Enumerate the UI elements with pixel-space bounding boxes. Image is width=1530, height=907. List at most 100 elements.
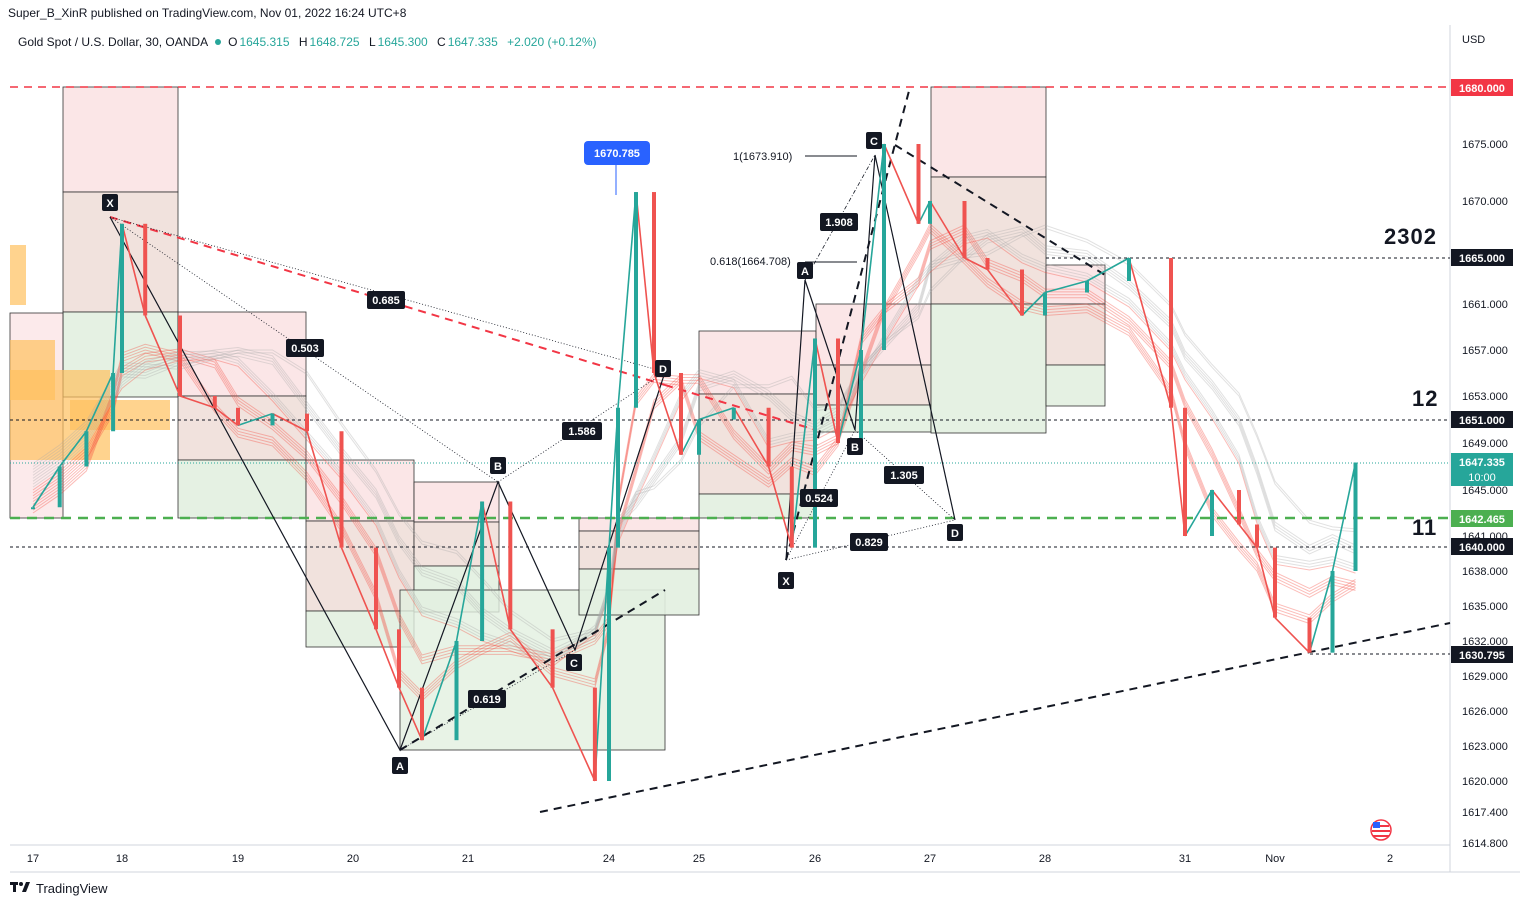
tag-countdown: 10:00 <box>1468 472 1496 484</box>
price-segment <box>837 349 862 444</box>
price-segment <box>733 407 770 467</box>
candle <box>1255 524 1259 548</box>
price-segment <box>814 338 839 444</box>
price-segment <box>1021 291 1046 317</box>
change-value: +2.020 (+0.12%) <box>507 35 597 49</box>
low-value: 1645.300 <box>377 35 428 49</box>
x-tick-label: 21 <box>462 853 474 865</box>
candle <box>111 373 116 432</box>
tag-1642: 1642.465 <box>1459 514 1505 526</box>
open-label: O <box>228 35 238 49</box>
high-callout: 1670.785 <box>584 141 650 195</box>
candle <box>178 315 182 396</box>
price-segment <box>635 191 655 374</box>
candle <box>120 223 124 373</box>
x-tick-label: 28 <box>1039 853 1051 865</box>
candle <box>1043 292 1047 316</box>
tag-1640: 1640.000 <box>1459 542 1505 554</box>
price-segment <box>1211 489 1240 525</box>
y-tick-label: 1638.000 <box>1462 566 1508 578</box>
candle <box>84 431 89 467</box>
ribbon-line <box>32 224 1356 640</box>
candle <box>1210 490 1214 536</box>
fib-label-618: 0.618(1664.708) <box>710 256 791 268</box>
ribbon-line <box>32 229 1356 662</box>
price-segment <box>421 640 458 741</box>
ribbon-line <box>32 231 1356 661</box>
price-segment <box>509 628 554 689</box>
y-tick-label: 1657.000 <box>1462 345 1508 357</box>
red-trendline-ext <box>664 384 817 431</box>
x-tick-label: 24 <box>603 853 615 865</box>
box-green-8 <box>815 404 932 433</box>
box-brown-10 <box>1045 303 1106 366</box>
currency-label: USD <box>1462 34 1486 46</box>
price-segment <box>1238 524 1258 549</box>
box-green-3 <box>305 610 415 648</box>
ribbon-line <box>32 231 1356 702</box>
candle <box>813 338 817 548</box>
ribbon-line <box>32 225 1356 650</box>
candle <box>1330 571 1335 653</box>
publish-line: Super_B_XinR published on TradingView.co… <box>8 6 407 20</box>
candle <box>928 201 932 224</box>
candle <box>731 407 736 420</box>
price-segment <box>791 338 816 548</box>
price-segment <box>144 315 181 397</box>
price-segment <box>860 143 885 351</box>
candle <box>766 407 771 467</box>
price-segment <box>680 419 700 456</box>
y-tick-label: 1614.800 <box>1462 838 1508 850</box>
trendlines <box>109 86 1451 813</box>
red-trendline <box>109 216 666 386</box>
price-segment <box>481 501 512 630</box>
close-value: 1647.335 <box>447 35 498 49</box>
box-pink-6 <box>578 517 700 532</box>
ribbon-line <box>32 231 1356 656</box>
candle <box>789 466 794 548</box>
price-segment <box>237 412 273 427</box>
ratio-0619: 0.619 <box>473 694 501 706</box>
point-d2: D <box>951 528 959 540</box>
candle <box>212 396 217 408</box>
candle <box>1085 281 1089 293</box>
box-pink-9 <box>930 86 1047 178</box>
point-x2: X <box>782 576 790 588</box>
tradingview-brand[interactable]: TradingView <box>36 881 108 896</box>
tag-current: 1647.335 <box>1459 457 1505 469</box>
price-segment <box>986 269 1023 316</box>
high-value: 1648.725 <box>309 35 360 49</box>
x-tick-label: 26 <box>809 853 821 865</box>
candle <box>550 629 555 688</box>
price-segment <box>455 501 483 642</box>
us-flag-icon[interactable] <box>1370 819 1392 841</box>
price-segment <box>1086 257 1130 282</box>
point-c2: C <box>870 136 878 148</box>
candle <box>305 413 309 432</box>
ribbon-line <box>32 224 1356 656</box>
price-segment <box>551 687 596 782</box>
tradingview-logo-icon[interactable] <box>10 881 32 896</box>
point-x1: X <box>106 198 114 210</box>
high-label: H <box>298 35 308 49</box>
candle <box>143 223 148 316</box>
y-tick-label: 1629.000 <box>1462 671 1508 683</box>
box-pink-4 <box>413 481 500 523</box>
time-axis[interactable]: 17 18 19 20 21 24 25 26 27 28 31 Nov 2 <box>27 853 1393 865</box>
symbol-name[interactable]: Gold Spot / U.S. Dollar, 30, OANDA <box>18 35 208 49</box>
candle <box>652 192 656 373</box>
candle <box>679 373 683 455</box>
candle <box>962 201 967 258</box>
box-brown-8 <box>815 364 932 406</box>
x-tick-label: 18 <box>116 853 128 865</box>
ribbon-line <box>32 228 1356 659</box>
pattern-point-labels: X A B C D X A B C D <box>102 132 963 774</box>
label-12: 12 <box>1412 386 1439 411</box>
ratio-0503: 0.503 <box>291 343 319 355</box>
candle <box>916 144 921 224</box>
candle <box>57 466 62 508</box>
price-segment <box>698 406 735 421</box>
footer: TradingView <box>10 881 108 896</box>
ribbon-line <box>32 234 1356 659</box>
